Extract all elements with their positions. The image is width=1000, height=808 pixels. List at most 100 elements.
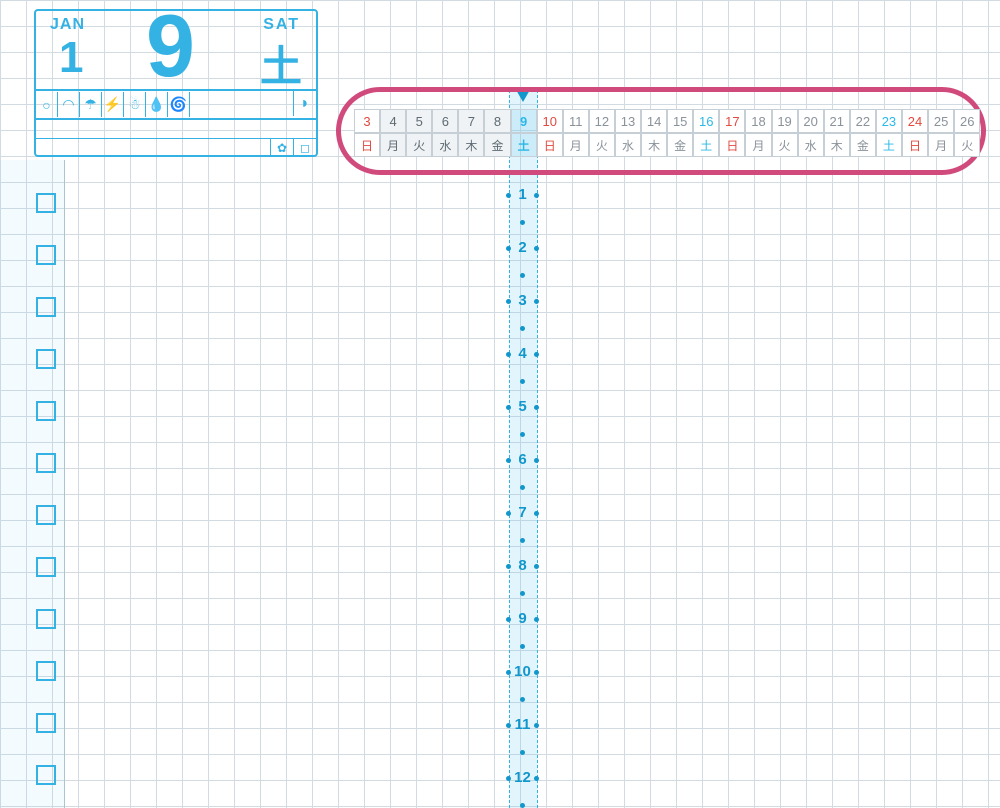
strip-day-number: 13 bbox=[615, 109, 641, 133]
date-top-row: JAN 1 9 SAT 土 bbox=[36, 11, 316, 91]
hour-label: 7 bbox=[509, 504, 536, 521]
hour-label: 5 bbox=[509, 398, 536, 415]
strip-weekdays-row: 日月火水木金土日月火水木金土日月火水木金土日月火 bbox=[354, 133, 982, 157]
weather-icons: ○◠☂⚡☃💧🌀 bbox=[36, 92, 190, 117]
date-box: JAN 1 9 SAT 土 ○◠☂⚡☃💧🌀 ◗ ✿◻ bbox=[34, 9, 318, 157]
hour-label: 3 bbox=[509, 292, 536, 309]
hour-label: 8 bbox=[509, 557, 536, 574]
strip-day-weekday: 日 bbox=[354, 133, 380, 157]
strip-day-weekday: 月 bbox=[745, 133, 771, 157]
strip-day-number: 5 bbox=[406, 109, 432, 133]
strip-day-weekday: 金 bbox=[484, 133, 510, 157]
strip-day-weekday: 木 bbox=[458, 133, 484, 157]
ruler-dot bbox=[506, 670, 511, 675]
ruler-mid-dot bbox=[520, 750, 525, 755]
checkbox[interactable] bbox=[36, 557, 56, 577]
strip-day-weekday: 日 bbox=[902, 133, 928, 157]
ruler-dot bbox=[506, 564, 511, 569]
strip-day-weekday: 水 bbox=[432, 133, 458, 157]
checkbox[interactable] bbox=[36, 661, 56, 681]
strip-day-number: 18 bbox=[745, 109, 771, 133]
ruler-dot bbox=[534, 352, 539, 357]
ruler-mid-dot bbox=[520, 485, 525, 490]
weather-icon: ☃ bbox=[124, 92, 146, 117]
strip-day-number: 19 bbox=[772, 109, 798, 133]
checkbox[interactable] bbox=[36, 401, 56, 421]
ruler-dot bbox=[534, 564, 539, 569]
checkbox[interactable] bbox=[36, 713, 56, 733]
strip-day-weekday: 月 bbox=[563, 133, 589, 157]
bottom-icons: ✿◻ bbox=[270, 139, 316, 157]
ruler-dot bbox=[534, 193, 539, 198]
bottom-icon: ✿ bbox=[270, 139, 293, 157]
strip-day-number: 14 bbox=[641, 109, 667, 133]
strip-day-number: 8 bbox=[484, 109, 510, 133]
strip-day-weekday: 月 bbox=[928, 133, 954, 157]
strip-day-number: 16 bbox=[693, 109, 719, 133]
strip-day-weekday: 火 bbox=[589, 133, 615, 157]
ruler-mid-dot bbox=[520, 538, 525, 543]
ruler-dot bbox=[506, 723, 511, 728]
month-label: JAN bbox=[50, 16, 85, 34]
weather-icon: 🌀 bbox=[168, 92, 190, 117]
calendar-strip: 3456789101112131415161718192021222324252… bbox=[354, 109, 982, 157]
strip-day-weekday: 水 bbox=[798, 133, 824, 157]
checkbox[interactable] bbox=[36, 193, 56, 213]
strip-day-number: 17 bbox=[719, 109, 745, 133]
ruler-mid-dot bbox=[520, 803, 525, 808]
ruler-mid-dot bbox=[520, 220, 525, 225]
strip-day-weekday: 日 bbox=[719, 133, 745, 157]
strip-day-number: 12 bbox=[589, 109, 615, 133]
strip-day-weekday: 土 bbox=[876, 133, 902, 157]
weekday-jp: 土 bbox=[260, 33, 302, 94]
bottom-icon: ◻ bbox=[293, 139, 316, 157]
month-number: 1 bbox=[59, 33, 83, 83]
today-arrow-icon bbox=[515, 88, 531, 102]
ruler-mid-dot bbox=[520, 591, 525, 596]
ruler-dot bbox=[506, 458, 511, 463]
hour-label: 12 bbox=[509, 769, 536, 786]
checkbox[interactable] bbox=[36, 297, 56, 317]
strip-day-weekday: 水 bbox=[615, 133, 641, 157]
strip-day-number: 21 bbox=[824, 109, 850, 133]
strip-numbers-row: 3456789101112131415161718192021222324252… bbox=[354, 109, 982, 133]
ruler-dot bbox=[506, 299, 511, 304]
strip-day-number: 7 bbox=[458, 109, 484, 133]
hour-label: 11 bbox=[509, 716, 536, 733]
date-box-bottom: ✿◻ bbox=[36, 120, 316, 157]
strip-day-number: 26 bbox=[954, 109, 980, 133]
weather-icon: ⚡ bbox=[102, 92, 124, 117]
weather-icon: 💧 bbox=[146, 92, 168, 117]
strip-day-number: 25 bbox=[928, 109, 954, 133]
ruler-dot bbox=[534, 458, 539, 463]
left-margin-line bbox=[64, 160, 65, 808]
checkbox[interactable] bbox=[36, 505, 56, 525]
checkbox[interactable] bbox=[36, 609, 56, 629]
ruler-dot bbox=[534, 617, 539, 622]
strip-day-number: 24 bbox=[902, 109, 928, 133]
strip-day-number: 3 bbox=[354, 109, 380, 133]
ruler-dot bbox=[534, 511, 539, 516]
ruler-mid-dot bbox=[520, 379, 525, 384]
weather-row: ○◠☂⚡☃💧🌀 ◗ bbox=[36, 91, 316, 120]
ruler-dot bbox=[534, 776, 539, 781]
day-number: 9 bbox=[146, 0, 195, 97]
hour-label: 2 bbox=[509, 239, 536, 256]
checkbox[interactable] bbox=[36, 453, 56, 473]
ruler-mid-dot bbox=[520, 697, 525, 702]
strip-day-weekday: 火 bbox=[954, 133, 980, 157]
checkbox[interactable] bbox=[36, 765, 56, 785]
checkbox-column bbox=[36, 193, 56, 808]
checkbox[interactable] bbox=[36, 349, 56, 369]
strip-day-number: 9 bbox=[511, 109, 537, 133]
strip-day-number: 15 bbox=[667, 109, 693, 133]
strip-day-weekday: 木 bbox=[824, 133, 850, 157]
ruler-mid-dot bbox=[520, 326, 525, 331]
strip-day-number: 11 bbox=[563, 109, 589, 133]
ruler-dot bbox=[506, 246, 511, 251]
ruler-mid-dot bbox=[520, 273, 525, 278]
ruler-mid-dot bbox=[520, 644, 525, 649]
strip-day-weekday: 火 bbox=[772, 133, 798, 157]
ruler-dot bbox=[506, 193, 511, 198]
checkbox[interactable] bbox=[36, 245, 56, 265]
